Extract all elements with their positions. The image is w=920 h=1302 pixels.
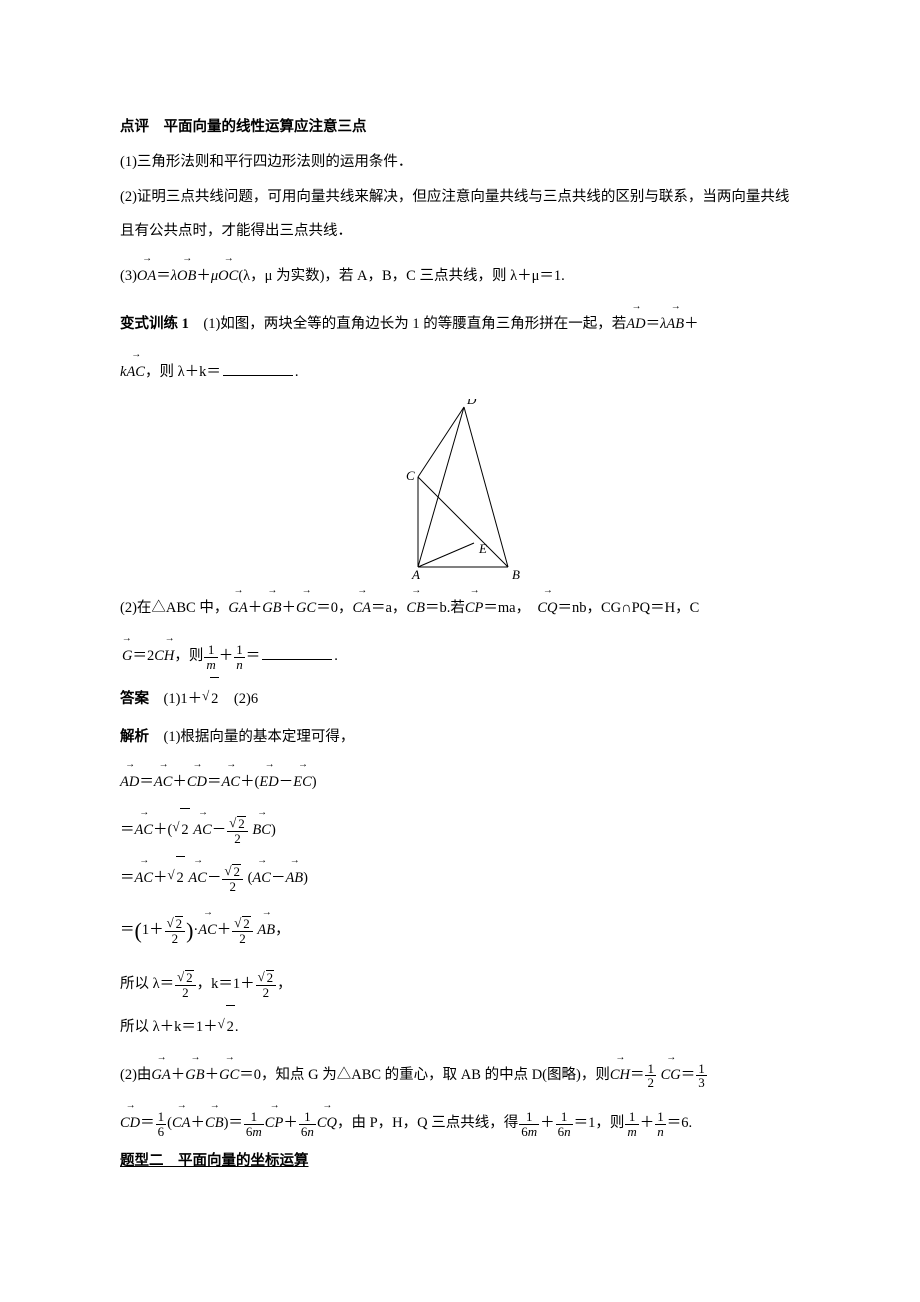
section-title-2: 题型二 平面向量的坐标运算: [120, 1144, 800, 1179]
eq6: 所以 λ＋k＝1＋2.: [120, 1005, 800, 1048]
triangle-figure: ABCDE: [400, 399, 520, 579]
p4: (3)OA＝λOB＋μOC(λ，μ 为实数)，若 A，B，C 三点共线，则 λ＋…: [120, 249, 800, 297]
eq1: AD＝AC＋CD＝AC＋(ED－EC): [120, 755, 800, 803]
variant-q1-a: 变式训练 1 (1)如图，两块全等的直角边长为 1 的等腰直角三角形拼在一起，若…: [120, 297, 800, 345]
p3: (2)证明三点共线问题，可用向量共线来解决，但应注意向量共线与三点共线的区别与联…: [120, 180, 800, 250]
q2-line2: G＝2CH，则1m＋1n＝.: [120, 629, 800, 677]
comment-header: 点评 平面向量的线性运算应注意三点: [120, 110, 800, 145]
svg-text:D: D: [466, 399, 477, 407]
eq2: ＝AC＋(2 AC－22 BC): [120, 803, 800, 851]
q2-line1: (2)在△ABC 中，GA＋GB＋GC＝0，CA＝a，CB＝b.若CP＝ma， …: [120, 581, 800, 629]
answers: 答案 (1)1＋2 (2)6: [120, 677, 800, 720]
eq5: 所以 λ＝22，k＝1＋22，: [120, 963, 800, 1005]
variant-q1-b: kAC，则 λ＋k＝.: [120, 345, 800, 393]
p2: (1)三角形法则和平行四边形法则的运用条件．: [120, 145, 800, 180]
eq4: ＝(1＋22)·AC＋22 AB，: [120, 899, 800, 963]
sol2-line2: CD＝16(CA＋CB)＝16mCP＋16nCQ，由 P，H，Q 三点共线，得1…: [120, 1096, 800, 1144]
svg-text:E: E: [478, 541, 487, 556]
svg-text:C: C: [406, 468, 415, 483]
eq3: ＝AC＋2 AC－22 (AC－AB): [120, 851, 800, 899]
sol2-line1: (2)由GA＋GB＋GC＝0，知点 G 为△ABC 的重心，取 AB 的中点 D…: [120, 1048, 800, 1096]
svg-text:B: B: [512, 567, 520, 579]
